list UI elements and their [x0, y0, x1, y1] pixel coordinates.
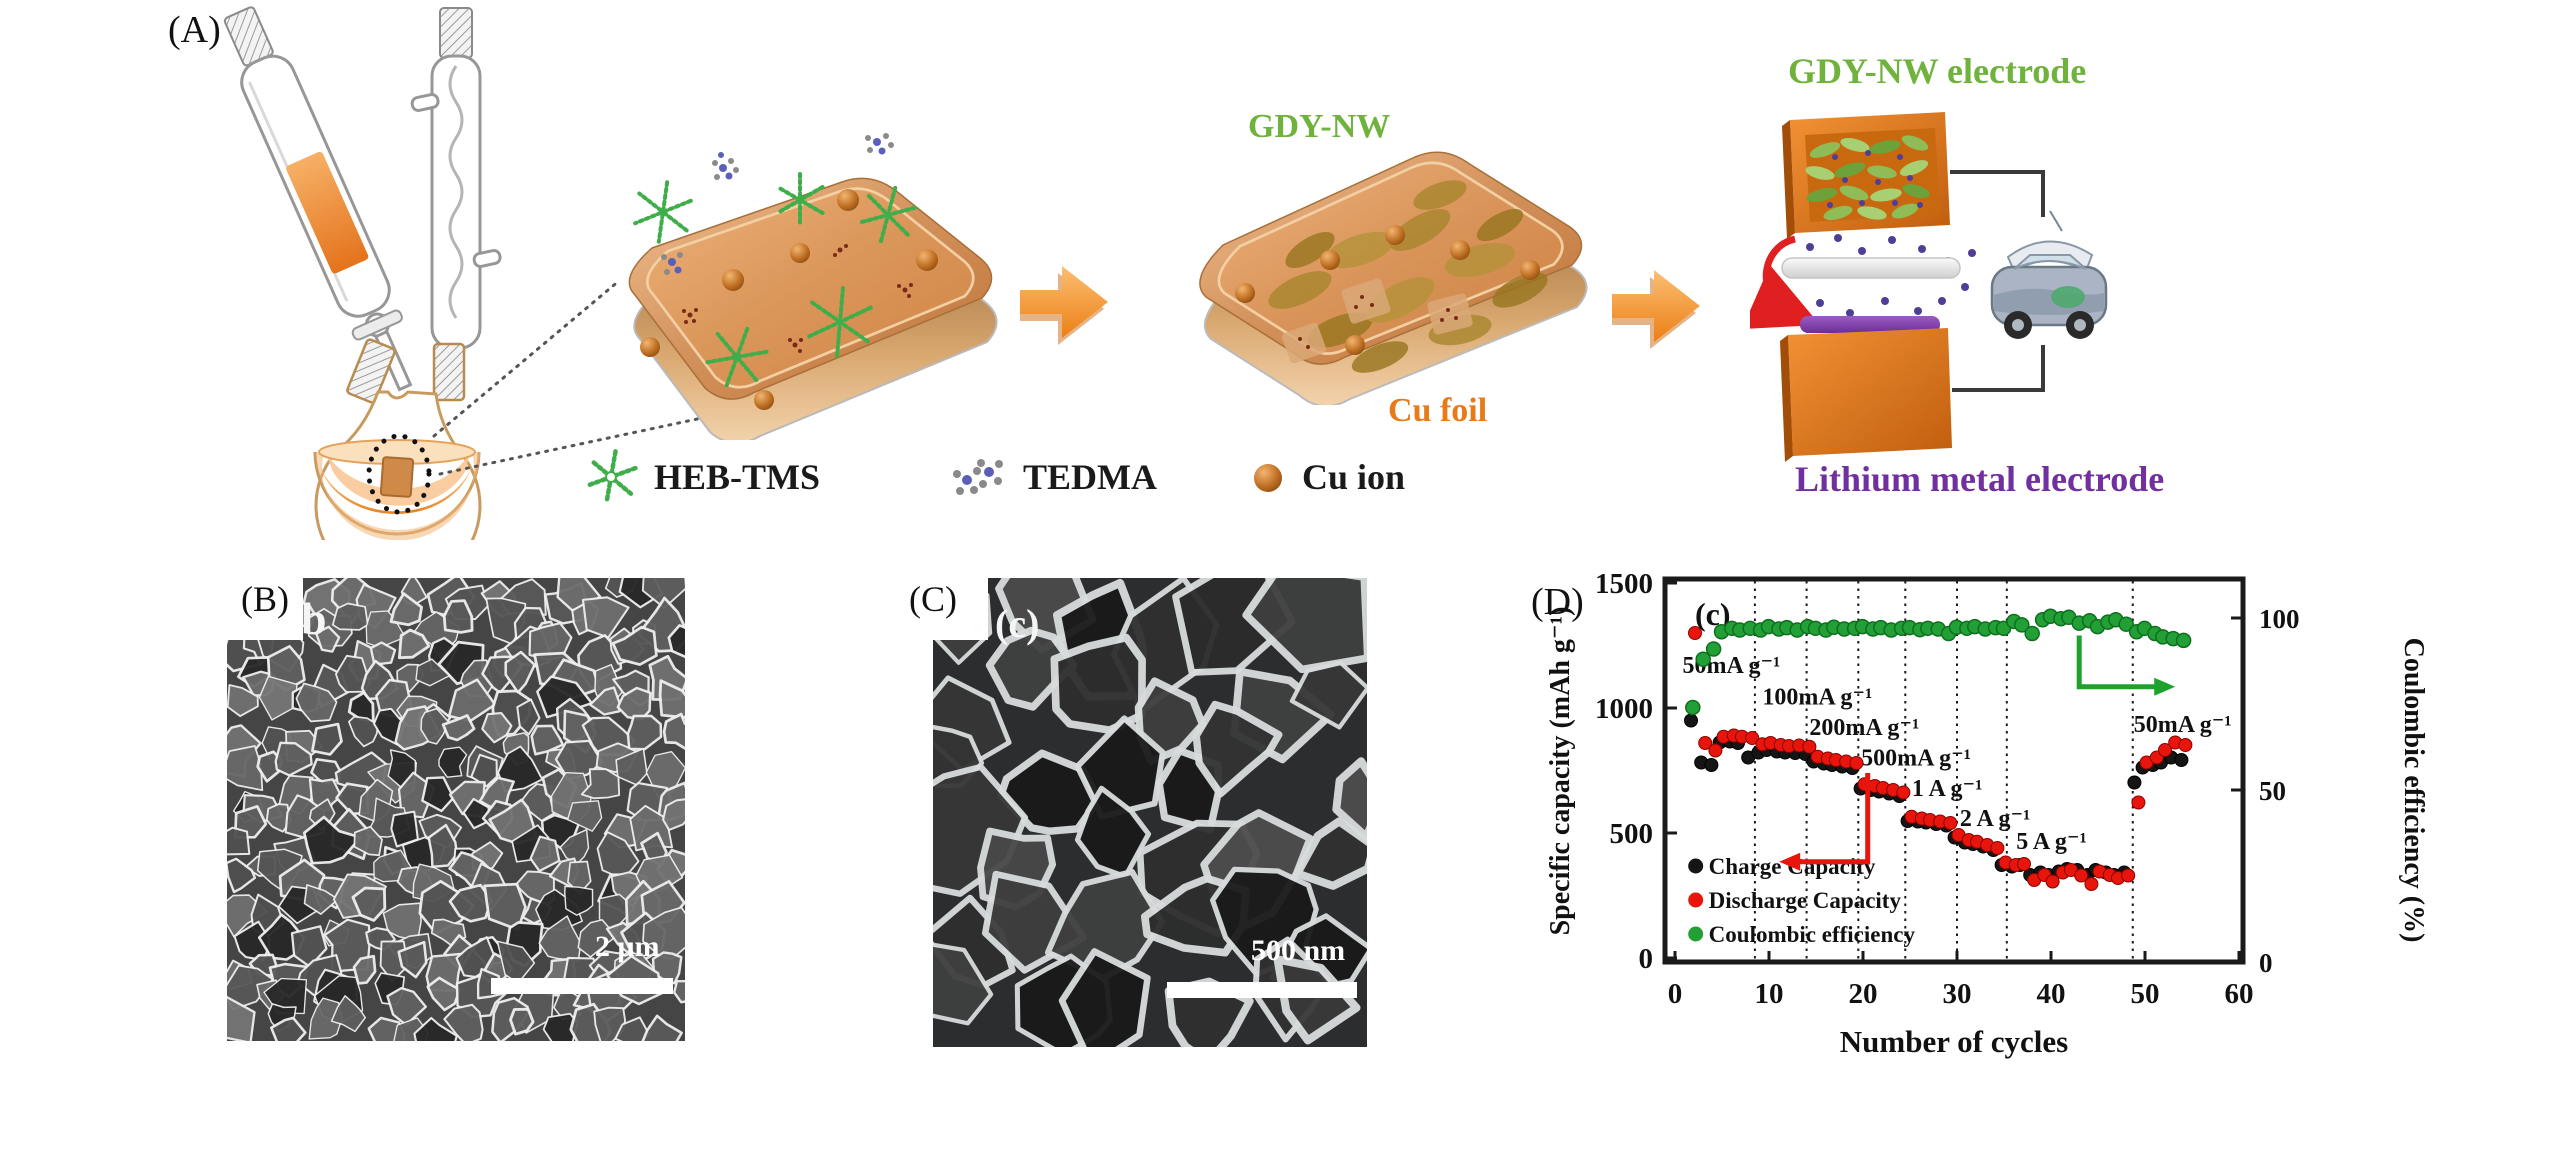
- sem-network-texture: [933, 578, 1367, 1047]
- lithium-electrode-block: [1780, 328, 1952, 462]
- panel-b-scalebar: [491, 978, 673, 994]
- panel-b-label-patch: (B): [227, 578, 303, 640]
- panel-b-watermark: b: [301, 593, 327, 644]
- plot-frame: [1662, 576, 2246, 965]
- cu-foil-gdy-nw-illustration: [1199, 151, 1588, 405]
- battery-cell-illustration: [1750, 112, 2108, 462]
- right-axis-pointer-arrowhead: [2154, 677, 2176, 696]
- circuit-wire-top: [1950, 170, 2045, 217]
- chart-legend-swatch: [1688, 926, 1704, 942]
- y-left-axis-title: Specific capacity (mAh g⁻¹): [1545, 607, 1576, 936]
- cu-ion-sphere-icons: [1235, 225, 1540, 355]
- panel-d-label: (D): [1531, 581, 1584, 623]
- legend-item-heb-tms: HEB-TMS: [582, 448, 820, 506]
- x-tick-label: 40: [2037, 978, 2066, 1010]
- y-left-tick-label: 1500: [1595, 568, 1653, 600]
- panel-c-label-patch: (C): [878, 578, 988, 640]
- y-right-axis-title: Coulombic efficiency (%): [2398, 638, 2429, 943]
- chart-legend-swatch: [1688, 858, 1704, 874]
- sem-image-panel-b: (B) b 2 μm: [227, 578, 685, 1041]
- lithium-metal-layer: [1800, 316, 1940, 333]
- process-arrow-icon: [1612, 270, 1700, 349]
- legend-label-heb-tms: HEB-TMS: [654, 457, 821, 497]
- charge-discharge-cycle-arrow: [1750, 235, 1821, 329]
- discharge-capacity-points: [1688, 626, 2193, 891]
- heb-tms-star-icon: [584, 449, 638, 505]
- right-axis-pointer-arrow: [2076, 635, 2158, 690]
- y-right-tick-label: 100: [2259, 604, 2300, 634]
- gdy-nanowall-texture: [1805, 135, 1930, 221]
- panel-c-label: (C): [909, 579, 957, 619]
- gdy-nw-label: GDY-NW: [1248, 108, 1391, 145]
- chart-legend-label: Coulombic efficiency: [1709, 922, 1916, 947]
- y-right-tick-label: 0: [2259, 948, 2273, 978]
- rate-annotation: 100mA g⁻¹: [1762, 684, 1872, 710]
- x-tick-label: 30: [1943, 978, 1972, 1010]
- dropping-funnel-icon: [223, 6, 413, 392]
- rate-annotation: 200mA g⁻¹: [1809, 715, 1919, 741]
- condenser-icon: [410, 7, 502, 350]
- heb-tms-star-icons: [633, 172, 918, 388]
- chart-legend-swatch: [1688, 892, 1704, 908]
- cu-foil-label: Cu foil: [1388, 392, 1488, 429]
- cu-ion-sphere-icon: [1254, 464, 1282, 492]
- coulombic-efficiency-points: [1685, 608, 2192, 716]
- panel-c-scalebar-text: 500 nm: [1251, 934, 1346, 967]
- reaction-flask-icon: [313, 338, 482, 540]
- template-patches: [1281, 278, 1473, 364]
- panel-c-watermark: (c): [995, 601, 1040, 646]
- tedma-molecule-icons: [661, 133, 894, 275]
- electric-car-icon: [1990, 210, 2108, 339]
- legend-label-tedma: TEDMA: [1023, 457, 1157, 497]
- x-tick-label: 10: [1755, 978, 1784, 1010]
- process-arrow-icon: [1020, 266, 1108, 345]
- rate-annotation: 1 A g⁻¹: [1912, 776, 1983, 802]
- synthesis-apparatus-illustration: [223, 6, 732, 540]
- rate-annotation: 2 A g⁻¹: [1960, 806, 2031, 832]
- sem-image-panel-c: (C) (c) 500 nm: [878, 578, 1367, 1047]
- y-right-tick-label: 50: [2259, 776, 2286, 806]
- panel-b-scalebar-text: 2 μm: [595, 930, 660, 963]
- lithium-metal-electrode-label: Lithium metal electrode: [1795, 459, 2165, 499]
- x-tick-label: 0: [1668, 978, 1683, 1010]
- x-tick-label: 20: [1849, 978, 1878, 1010]
- panel-c-scalebar: [1167, 982, 1357, 998]
- flask-foil-highlight-circle: [366, 433, 432, 515]
- separator-rod: [1781, 257, 1961, 279]
- panel-a-label: (A): [168, 9, 221, 51]
- rate-annotation: 50mA g⁻¹: [2134, 712, 2232, 738]
- x-tick-label: 60: [2225, 978, 2254, 1010]
- cu-foil-with-precursors-illustration: [628, 133, 998, 440]
- left-axis-pointer-arrowhead: [1779, 852, 1801, 871]
- panel-b-label: (B): [241, 579, 289, 619]
- rate-annotation: 5 A g⁻¹: [2016, 829, 2087, 855]
- x-axis-title: Number of cycles: [1840, 1024, 2068, 1059]
- gdy-nw-electrode-block: [1782, 112, 1950, 239]
- chart-legend-label: Discharge Capacity: [1709, 888, 1902, 913]
- legend-item-tedma: TEDMA: [945, 448, 1157, 506]
- circuit-wire-bottom: [1952, 345, 2045, 392]
- y-left-tick-label: 500: [1610, 818, 1654, 850]
- legend-item-cu-ion: Cu ion: [1248, 448, 1405, 506]
- rate-annotation: 500mA g⁻¹: [1861, 746, 1971, 772]
- adsorbed-molecule-specks: [682, 244, 913, 353]
- legend-label-cu-ion: Cu ion: [1302, 457, 1406, 497]
- y-left-tick-label: 1000: [1595, 693, 1653, 725]
- left-axis-pointer-arrow: [1797, 773, 1871, 865]
- x-tick-label: 50: [2131, 978, 2160, 1010]
- li-ion-dots: [1806, 234, 1976, 329]
- y-left-tick-label: 0: [1639, 943, 1654, 975]
- gdy-nw-electrode-label: GDY-NW electrode: [1788, 51, 2087, 91]
- cu-ion-sphere-icons: [640, 189, 938, 410]
- tedma-molecule-icon: [953, 459, 1003, 495]
